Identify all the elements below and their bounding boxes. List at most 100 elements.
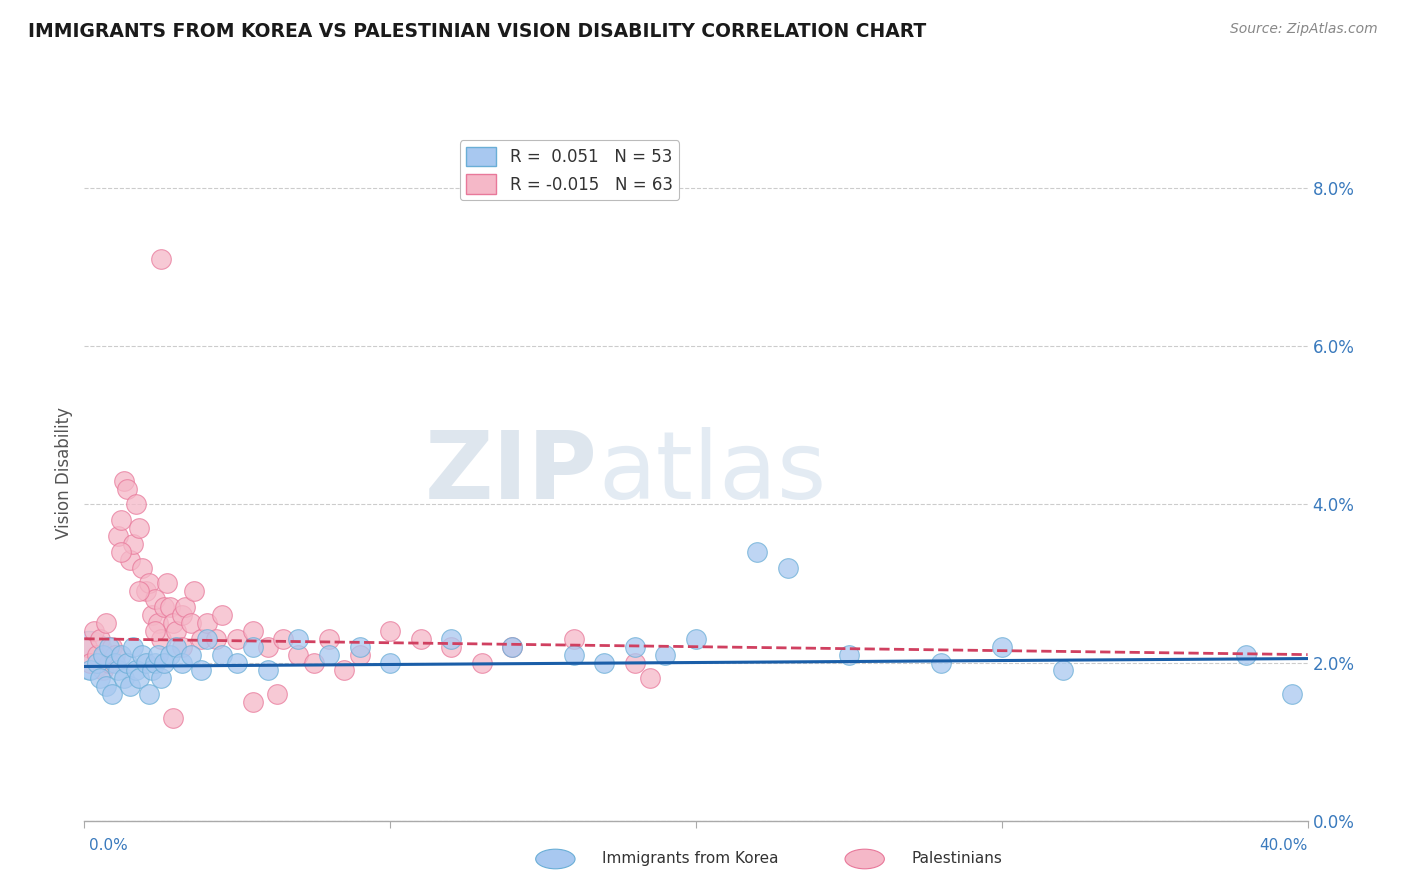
Point [211, 648, 233, 662]
Point [838, 648, 860, 662]
Point [172, 656, 194, 670]
Point [94, 679, 117, 693]
Point [165, 640, 187, 654]
Point [156, 576, 179, 591]
Point [242, 640, 264, 654]
Point [501, 640, 523, 654]
Point [654, 648, 676, 662]
Point [990, 640, 1012, 654]
Point [302, 656, 325, 670]
Point [153, 656, 176, 670]
Point [143, 656, 166, 670]
Point [143, 624, 166, 638]
Point [271, 632, 294, 646]
Point [205, 632, 228, 646]
Point [101, 687, 124, 701]
Point [318, 648, 340, 662]
Point [349, 648, 371, 662]
Point [120, 679, 142, 693]
Point [562, 648, 585, 662]
Point [1281, 687, 1303, 701]
Point [349, 640, 371, 654]
Point [929, 656, 952, 670]
Point [776, 560, 799, 574]
Point [112, 474, 135, 488]
Point [440, 640, 463, 654]
Text: Immigrants from Korea: Immigrants from Korea [602, 852, 779, 866]
Text: 40.0%: 40.0% [1260, 838, 1308, 854]
Point [76, 640, 98, 654]
Point [83, 624, 105, 638]
Point [745, 545, 768, 559]
Point [115, 656, 138, 670]
Point [146, 615, 169, 630]
Point [128, 584, 150, 599]
Point [172, 640, 194, 654]
Text: Palestinians: Palestinians [911, 852, 1002, 866]
Point [174, 600, 197, 615]
Point [149, 252, 172, 267]
Point [138, 687, 160, 701]
Point [104, 656, 127, 670]
Point [226, 656, 249, 670]
Point [120, 552, 142, 567]
Point [91, 664, 114, 678]
Y-axis label: Vision Disability: Vision Disability [55, 407, 73, 539]
Point [94, 615, 117, 630]
Point [86, 656, 108, 670]
Point [172, 608, 194, 623]
Point [89, 632, 111, 646]
Point [128, 521, 150, 535]
Point [211, 608, 233, 623]
Text: ZIP: ZIP [425, 426, 598, 519]
Point [159, 600, 181, 615]
Point [287, 648, 309, 662]
Point [131, 648, 153, 662]
Point [89, 671, 111, 685]
Point [110, 648, 132, 662]
Text: atlas: atlas [598, 426, 827, 519]
Point [143, 592, 166, 607]
Point [333, 664, 356, 678]
Point [79, 664, 101, 678]
Point [122, 640, 145, 654]
Text: Source: ZipAtlas.com: Source: ZipAtlas.com [1230, 22, 1378, 37]
Point [104, 648, 127, 662]
Point [149, 671, 172, 685]
Point [195, 615, 218, 630]
Text: IMMIGRANTS FROM KOREA VS PALESTINIAN VISION DISABILITY CORRELATION CHART: IMMIGRANTS FROM KOREA VS PALESTINIAN VIS… [28, 22, 927, 41]
Point [195, 632, 218, 646]
Point [1052, 664, 1074, 678]
Point [149, 632, 172, 646]
Point [141, 664, 163, 678]
Point [128, 671, 150, 685]
Point [138, 576, 160, 591]
Point [86, 648, 108, 662]
Point [190, 632, 212, 646]
Point [135, 656, 157, 670]
Point [115, 482, 138, 496]
Point [593, 656, 616, 670]
Point [685, 632, 707, 646]
Point [380, 656, 402, 670]
Point [110, 545, 132, 559]
Point [77, 648, 100, 662]
Point [125, 497, 148, 511]
Point [440, 632, 463, 646]
Point [125, 664, 148, 678]
Point [409, 632, 432, 646]
Legend: R =  0.051   N = 53, R = -0.015   N = 63: R = 0.051 N = 53, R = -0.015 N = 63 [460, 140, 679, 201]
Point [97, 656, 120, 670]
Point [266, 687, 288, 701]
Point [471, 656, 494, 670]
Point [162, 615, 184, 630]
Point [131, 560, 153, 574]
Text: 0.0%: 0.0% [89, 838, 128, 854]
Point [624, 640, 647, 654]
Point [287, 632, 309, 646]
Point [135, 584, 157, 599]
Point [180, 615, 202, 630]
Point [501, 640, 523, 654]
Point [79, 656, 101, 670]
Point [638, 671, 661, 685]
